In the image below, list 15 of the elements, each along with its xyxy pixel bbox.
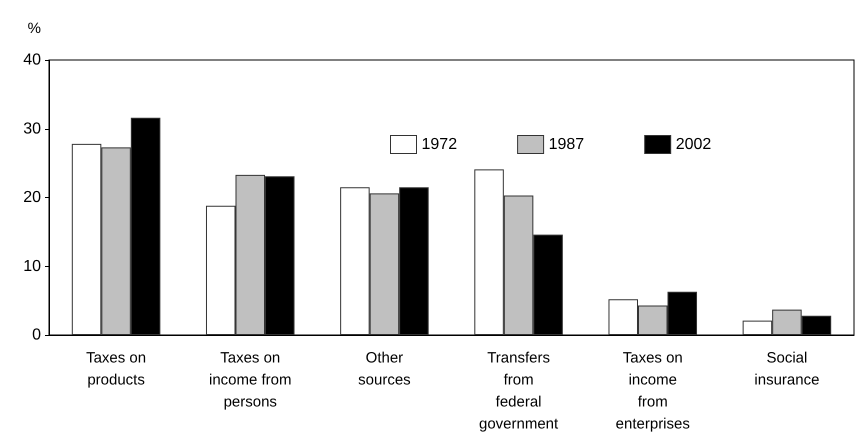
y-tick-label: 30 bbox=[23, 120, 42, 138]
x-tick-label: Transfers from federal government bbox=[478, 350, 560, 432]
x-tick-label: Other sources bbox=[358, 350, 411, 388]
x-tick-label: Social insurance bbox=[754, 350, 820, 388]
y-tick-label: 20 bbox=[23, 189, 42, 206]
legend-label: 2002 bbox=[676, 136, 712, 153]
legend-label: 1972 bbox=[422, 136, 458, 153]
legend-label: 1987 bbox=[548, 136, 584, 153]
y-tick-label: 0 bbox=[32, 326, 42, 344]
x-tick-label: Taxes on income from enterprises bbox=[616, 350, 690, 432]
y-axis-title: % bbox=[28, 20, 41, 37]
y-tick-label: 10 bbox=[23, 258, 42, 275]
x-tick-label: Taxes on income from persons bbox=[208, 350, 292, 410]
x-tick-label: Taxes on products bbox=[86, 350, 146, 388]
y-tick-label: 40 bbox=[23, 52, 42, 68]
